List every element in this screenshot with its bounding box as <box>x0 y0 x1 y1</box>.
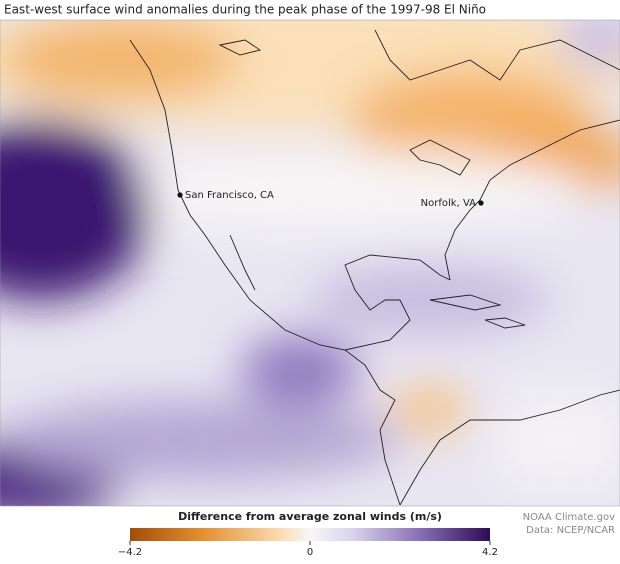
credit: NOAA Climate.gov <box>523 512 615 523</box>
credit: Data: NCEP/NCAR <box>526 525 615 536</box>
map <box>0 20 620 506</box>
colorbar-tick-label: 0 <box>307 547 313 558</box>
colorbar <box>130 528 490 541</box>
colorbar-tick-label: 4.2 <box>482 547 498 558</box>
colorbar-tick-label: −4.2 <box>118 547 142 558</box>
city-marker <box>478 200 484 206</box>
coastlines <box>129 29 620 506</box>
city-label: Norfolk, VA <box>421 198 476 209</box>
city-label: San Francisco, CA <box>185 190 274 201</box>
map-frame <box>0 19 620 507</box>
legend-title: Difference from average zonal winds (m/s… <box>178 510 442 523</box>
map-title: East-west surface wind anomalies during … <box>4 3 486 17</box>
city-marker <box>177 192 183 198</box>
